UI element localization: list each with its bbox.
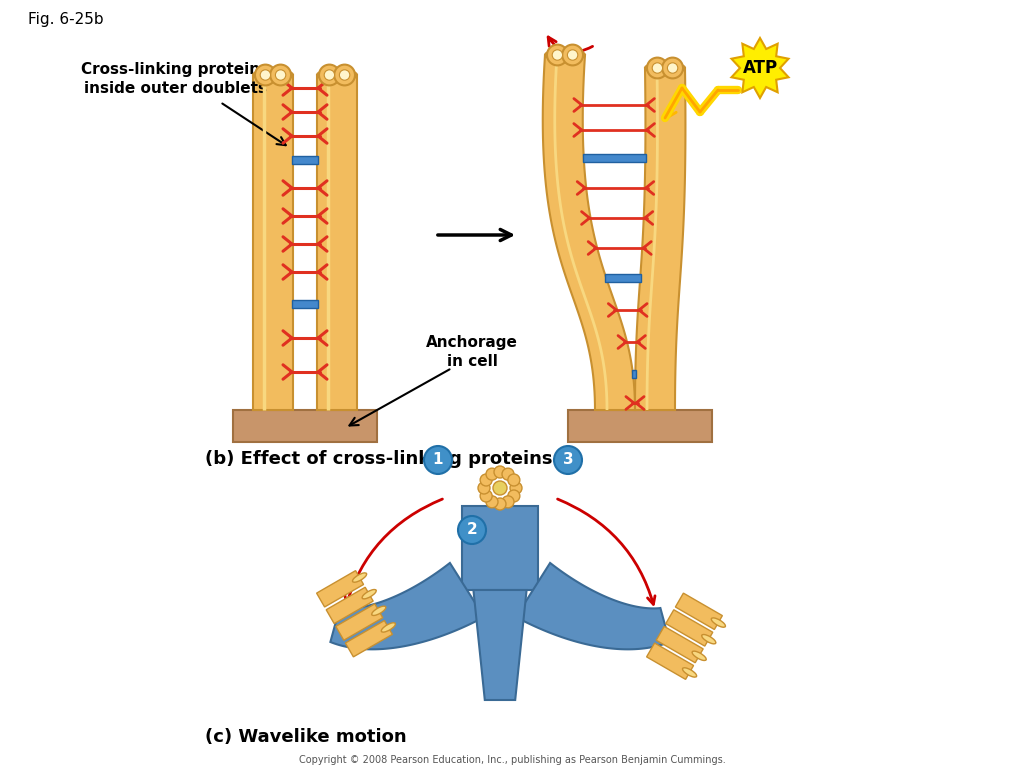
Polygon shape <box>253 75 293 410</box>
Polygon shape <box>635 68 685 410</box>
Ellipse shape <box>701 634 716 644</box>
Ellipse shape <box>372 606 386 615</box>
Polygon shape <box>605 274 641 282</box>
Circle shape <box>486 496 498 508</box>
Circle shape <box>275 70 286 80</box>
Polygon shape <box>336 604 383 641</box>
Circle shape <box>547 45 567 65</box>
Text: 2: 2 <box>467 522 477 538</box>
Polygon shape <box>317 75 357 410</box>
Ellipse shape <box>683 667 696 677</box>
Circle shape <box>508 490 520 502</box>
Polygon shape <box>473 590 526 700</box>
Text: 3: 3 <box>562 452 573 468</box>
Ellipse shape <box>317 69 357 81</box>
Circle shape <box>567 50 578 60</box>
Circle shape <box>270 65 291 85</box>
Text: Anchorage
in cell: Anchorage in cell <box>426 335 518 369</box>
Polygon shape <box>292 300 318 308</box>
Ellipse shape <box>352 573 367 582</box>
Polygon shape <box>583 154 646 162</box>
Ellipse shape <box>645 62 685 74</box>
Circle shape <box>486 468 498 480</box>
Ellipse shape <box>381 623 395 632</box>
Text: (b) Effect of cross-linking proteins: (b) Effect of cross-linking proteins <box>205 450 553 468</box>
Polygon shape <box>331 563 484 649</box>
Circle shape <box>494 466 506 478</box>
Text: Cross-linking proteins
inside outer doublets: Cross-linking proteins inside outer doub… <box>81 62 269 95</box>
Polygon shape <box>568 410 712 442</box>
Polygon shape <box>666 610 713 646</box>
Text: ATP: ATP <box>742 59 777 77</box>
Circle shape <box>339 70 350 80</box>
Polygon shape <box>632 370 636 378</box>
Circle shape <box>502 468 514 480</box>
Text: (c) Wavelike motion: (c) Wavelike motion <box>205 728 407 746</box>
Circle shape <box>493 481 507 495</box>
Polygon shape <box>292 156 318 164</box>
Circle shape <box>663 58 683 78</box>
Polygon shape <box>233 410 377 442</box>
Ellipse shape <box>253 69 293 81</box>
Circle shape <box>255 65 275 85</box>
Text: Fig. 6-25b: Fig. 6-25b <box>28 12 103 27</box>
Circle shape <box>334 65 355 85</box>
Ellipse shape <box>712 618 725 627</box>
Circle shape <box>554 446 582 474</box>
Circle shape <box>480 490 493 502</box>
Polygon shape <box>543 55 635 410</box>
Circle shape <box>325 70 335 80</box>
Circle shape <box>652 63 663 73</box>
Polygon shape <box>345 621 392 657</box>
Circle shape <box>502 496 514 508</box>
Circle shape <box>478 482 490 494</box>
Circle shape <box>494 498 506 510</box>
Circle shape <box>424 446 452 474</box>
Circle shape <box>508 474 520 486</box>
Polygon shape <box>676 593 722 630</box>
Ellipse shape <box>545 49 585 61</box>
Text: 1: 1 <box>433 452 443 468</box>
Polygon shape <box>327 588 373 624</box>
Polygon shape <box>462 506 538 590</box>
Polygon shape <box>516 563 670 649</box>
Polygon shape <box>316 571 364 607</box>
Circle shape <box>647 58 668 78</box>
Polygon shape <box>656 627 703 663</box>
Circle shape <box>480 474 493 486</box>
Circle shape <box>552 50 562 60</box>
Circle shape <box>668 63 678 73</box>
Polygon shape <box>731 38 788 98</box>
Text: Copyright © 2008 Pearson Education, Inc., publishing as Pearson Benjamin Cumming: Copyright © 2008 Pearson Education, Inc.… <box>299 755 725 765</box>
Circle shape <box>562 45 583 65</box>
Circle shape <box>319 65 340 85</box>
Polygon shape <box>646 643 693 680</box>
Circle shape <box>260 70 270 80</box>
Circle shape <box>458 516 486 544</box>
Ellipse shape <box>362 590 376 599</box>
Circle shape <box>510 482 522 494</box>
Ellipse shape <box>692 651 707 660</box>
